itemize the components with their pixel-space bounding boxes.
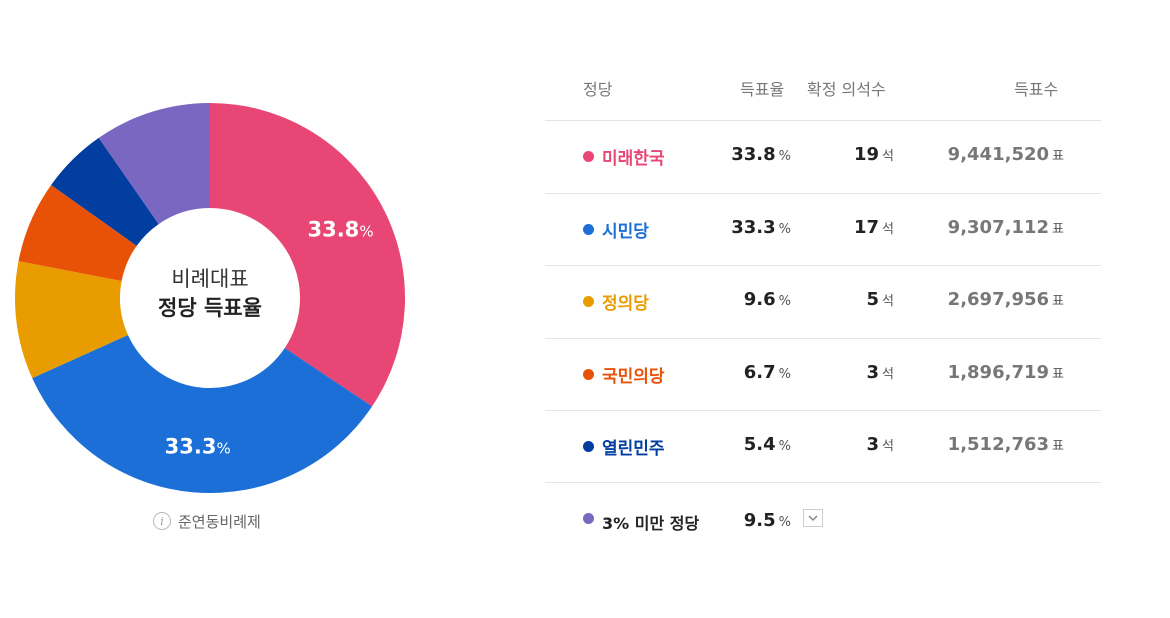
header-party: 정당: [583, 80, 613, 99]
donut-center-label: 비례대표 정당 득표율: [120, 265, 300, 323]
seats-value: 3: [866, 362, 880, 383]
pct-unit: %: [778, 294, 791, 309]
seats-value: 19: [853, 144, 880, 165]
system-note-text: 준연동비례제: [178, 512, 261, 531]
table-row: 시민당 33.3% 17 석 9,307,112 표: [545, 193, 1101, 265]
votes-cell: 9,307,112 표: [948, 217, 1064, 238]
slice-data-label: 33.3%: [165, 434, 231, 458]
donut-slice[interactable]: [32, 334, 373, 494]
info-icon[interactable]: i: [153, 512, 171, 530]
row-separator: [545, 120, 1101, 121]
center-label-line2: 정당 득표율: [158, 296, 262, 320]
seats-value: 5: [866, 289, 880, 310]
donut-slice[interactable]: [210, 103, 406, 407]
party-color-dot: [583, 513, 594, 524]
votes-value: 9,307,112: [947, 217, 1050, 238]
votes-value: 1,512,763: [947, 434, 1050, 455]
slice-label-unit: %: [359, 222, 373, 240]
seats-unit: 석: [882, 439, 894, 454]
row-separator: [545, 265, 1101, 266]
header-votes: 득표수: [1014, 80, 1059, 99]
pct-value: 33.8: [731, 144, 776, 165]
seats-unit: 석: [882, 294, 894, 309]
party-color-dot: [583, 369, 594, 380]
donut-slice[interactable]: [51, 137, 159, 246]
party-name[interactable]: 정의당: [602, 294, 649, 314]
table-row: 열린민주 5.4% 3 석 1,512,763 표: [545, 410, 1101, 482]
party-color-dot: [583, 296, 594, 307]
slice-label-value: 33.3: [165, 434, 217, 458]
chevron-down-icon: [808, 514, 818, 521]
votes-cell: 2,697,956 표: [948, 289, 1064, 310]
votes-unit: 표: [1052, 367, 1064, 382]
votes-cell: 1,512,763 표: [948, 434, 1064, 455]
row-separator: [545, 482, 1101, 483]
donut-slice[interactable]: [98, 103, 210, 225]
seats-value: 3: [866, 434, 880, 455]
seats-value: 17: [853, 217, 880, 238]
slice-data-label: 33.8%: [307, 217, 373, 241]
pct-cell: 5.4%: [744, 434, 791, 455]
pct-cell: 9.5%: [744, 510, 791, 531]
votes-value: 2,697,956: [947, 289, 1050, 310]
seats-unit: 석: [882, 367, 894, 382]
slice-label-unit: %: [216, 439, 230, 457]
party-color-dot: [583, 224, 594, 235]
donut-slice[interactable]: [15, 261, 128, 379]
header-pct: 득표율: [740, 80, 785, 99]
votes-unit: 표: [1052, 439, 1064, 454]
slice-label-value: 33.8: [307, 217, 359, 241]
party-name[interactable]: 미래한국: [602, 149, 665, 169]
seats-cell: 19 석: [854, 144, 894, 165]
pct-cell: 33.3%: [731, 217, 791, 238]
pct-value: 9.6: [743, 289, 776, 310]
pct-cell: 9.6%: [744, 289, 791, 310]
seats-unit: 석: [882, 222, 894, 237]
row-separator: [545, 338, 1101, 339]
votes-unit: 표: [1052, 149, 1064, 164]
party-name[interactable]: 3% 미만 정당: [602, 514, 700, 533]
votes-cell: 9,441,520 표: [948, 144, 1064, 165]
table-row-minor: 3% 미만 정당 9.5%: [545, 482, 1101, 554]
votes-cell: 1,896,719 표: [948, 362, 1064, 383]
pct-unit: %: [778, 439, 791, 454]
table-row: 국민의당 6.7% 3 석 1,896,719 표: [545, 338, 1101, 410]
header-seats: 확정 의석수: [807, 80, 886, 99]
pct-value: 9.5: [743, 510, 776, 531]
row-separator: [545, 193, 1101, 194]
table-row: 정의당 9.6% 5 석 2,697,956 표: [545, 265, 1101, 337]
pct-value: 6.7: [743, 362, 776, 383]
votes-unit: 표: [1052, 294, 1064, 309]
center-label-line1: 비례대표: [171, 267, 249, 291]
votes-value: 1,896,719: [947, 362, 1050, 383]
votes-unit: 표: [1052, 222, 1064, 237]
party-color-dot: [583, 151, 594, 162]
pct-unit: %: [778, 515, 791, 530]
party-name[interactable]: 시민당: [602, 222, 649, 242]
pct-unit: %: [778, 149, 791, 164]
pct-unit: %: [778, 222, 791, 237]
party-color-dot: [583, 441, 594, 452]
row-separator: [545, 410, 1101, 411]
donut-slice[interactable]: [18, 184, 137, 281]
pct-cell: 33.8%: [731, 144, 791, 165]
seats-cell: 17 석: [854, 217, 894, 238]
party-name[interactable]: 열린민주: [602, 439, 665, 459]
pct-unit: %: [778, 367, 791, 382]
votes-value: 9,441,520: [947, 144, 1050, 165]
pct-value: 33.3: [731, 217, 776, 238]
table-row: 미래한국 33.8% 19 석 9,441,520 표: [545, 120, 1101, 192]
system-note: i 준연동비례제: [153, 510, 261, 532]
pct-value: 5.4: [743, 434, 776, 455]
seats-unit: 석: [882, 149, 894, 164]
pct-cell: 6.7%: [744, 362, 791, 383]
party-name[interactable]: 국민의당: [602, 367, 665, 387]
expand-minor-parties-button[interactable]: [803, 509, 823, 527]
